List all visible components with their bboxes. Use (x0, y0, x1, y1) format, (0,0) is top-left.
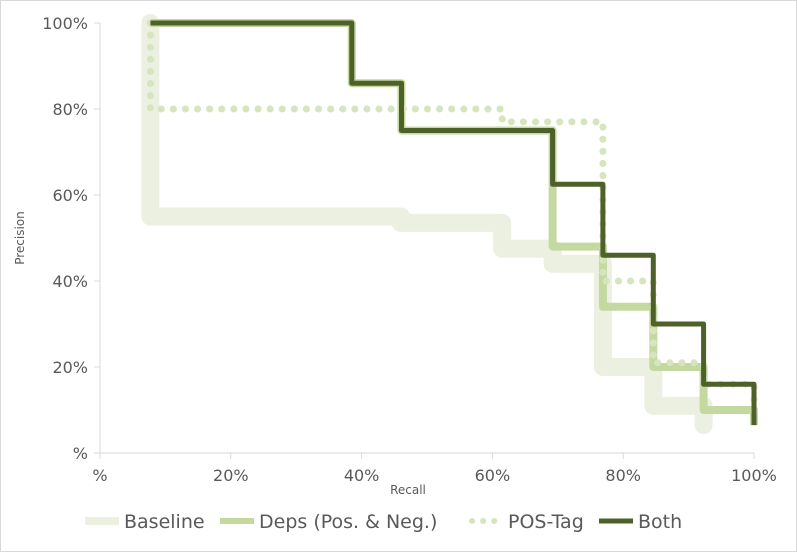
x-axis-label: Recall (390, 483, 426, 497)
x-tick-label: 80% (605, 466, 641, 485)
x-tick-label: 100% (731, 466, 777, 485)
ticks-layer: % 20% 40% 60% 80% 100%% 20% 40% 60% 80% 100% (42, 14, 777, 485)
series-line-baseline (141, 14, 713, 435)
y-tick-label: 60% (52, 186, 88, 205)
axes (99, 23, 754, 454)
y-tick-label: 100% (42, 14, 88, 33)
series-line-both (150, 20, 757, 426)
x-tick-label: 40% (344, 466, 380, 485)
series-layer (141, 14, 758, 435)
legend-label: POS-Tag (508, 511, 584, 533)
legend-label: Deps (Pos. & Neg.) (259, 511, 437, 533)
x-tick-label: 60% (475, 466, 511, 485)
y-tick-label: 20% (52, 358, 88, 377)
legend-label: Both (638, 511, 682, 533)
x-tick-label: 20% (213, 466, 249, 485)
x-tick-label: % (92, 466, 107, 485)
legend: Baseline Deps (Pos. & Neg.) POS-Tag Both (85, 511, 682, 533)
y-tick-label: % (73, 444, 88, 463)
legend-label: Baseline (124, 511, 205, 533)
y-tick-label: 40% (52, 272, 88, 291)
y-tick-label: 80% (52, 100, 88, 119)
y-axis-label: Precision (13, 211, 27, 265)
